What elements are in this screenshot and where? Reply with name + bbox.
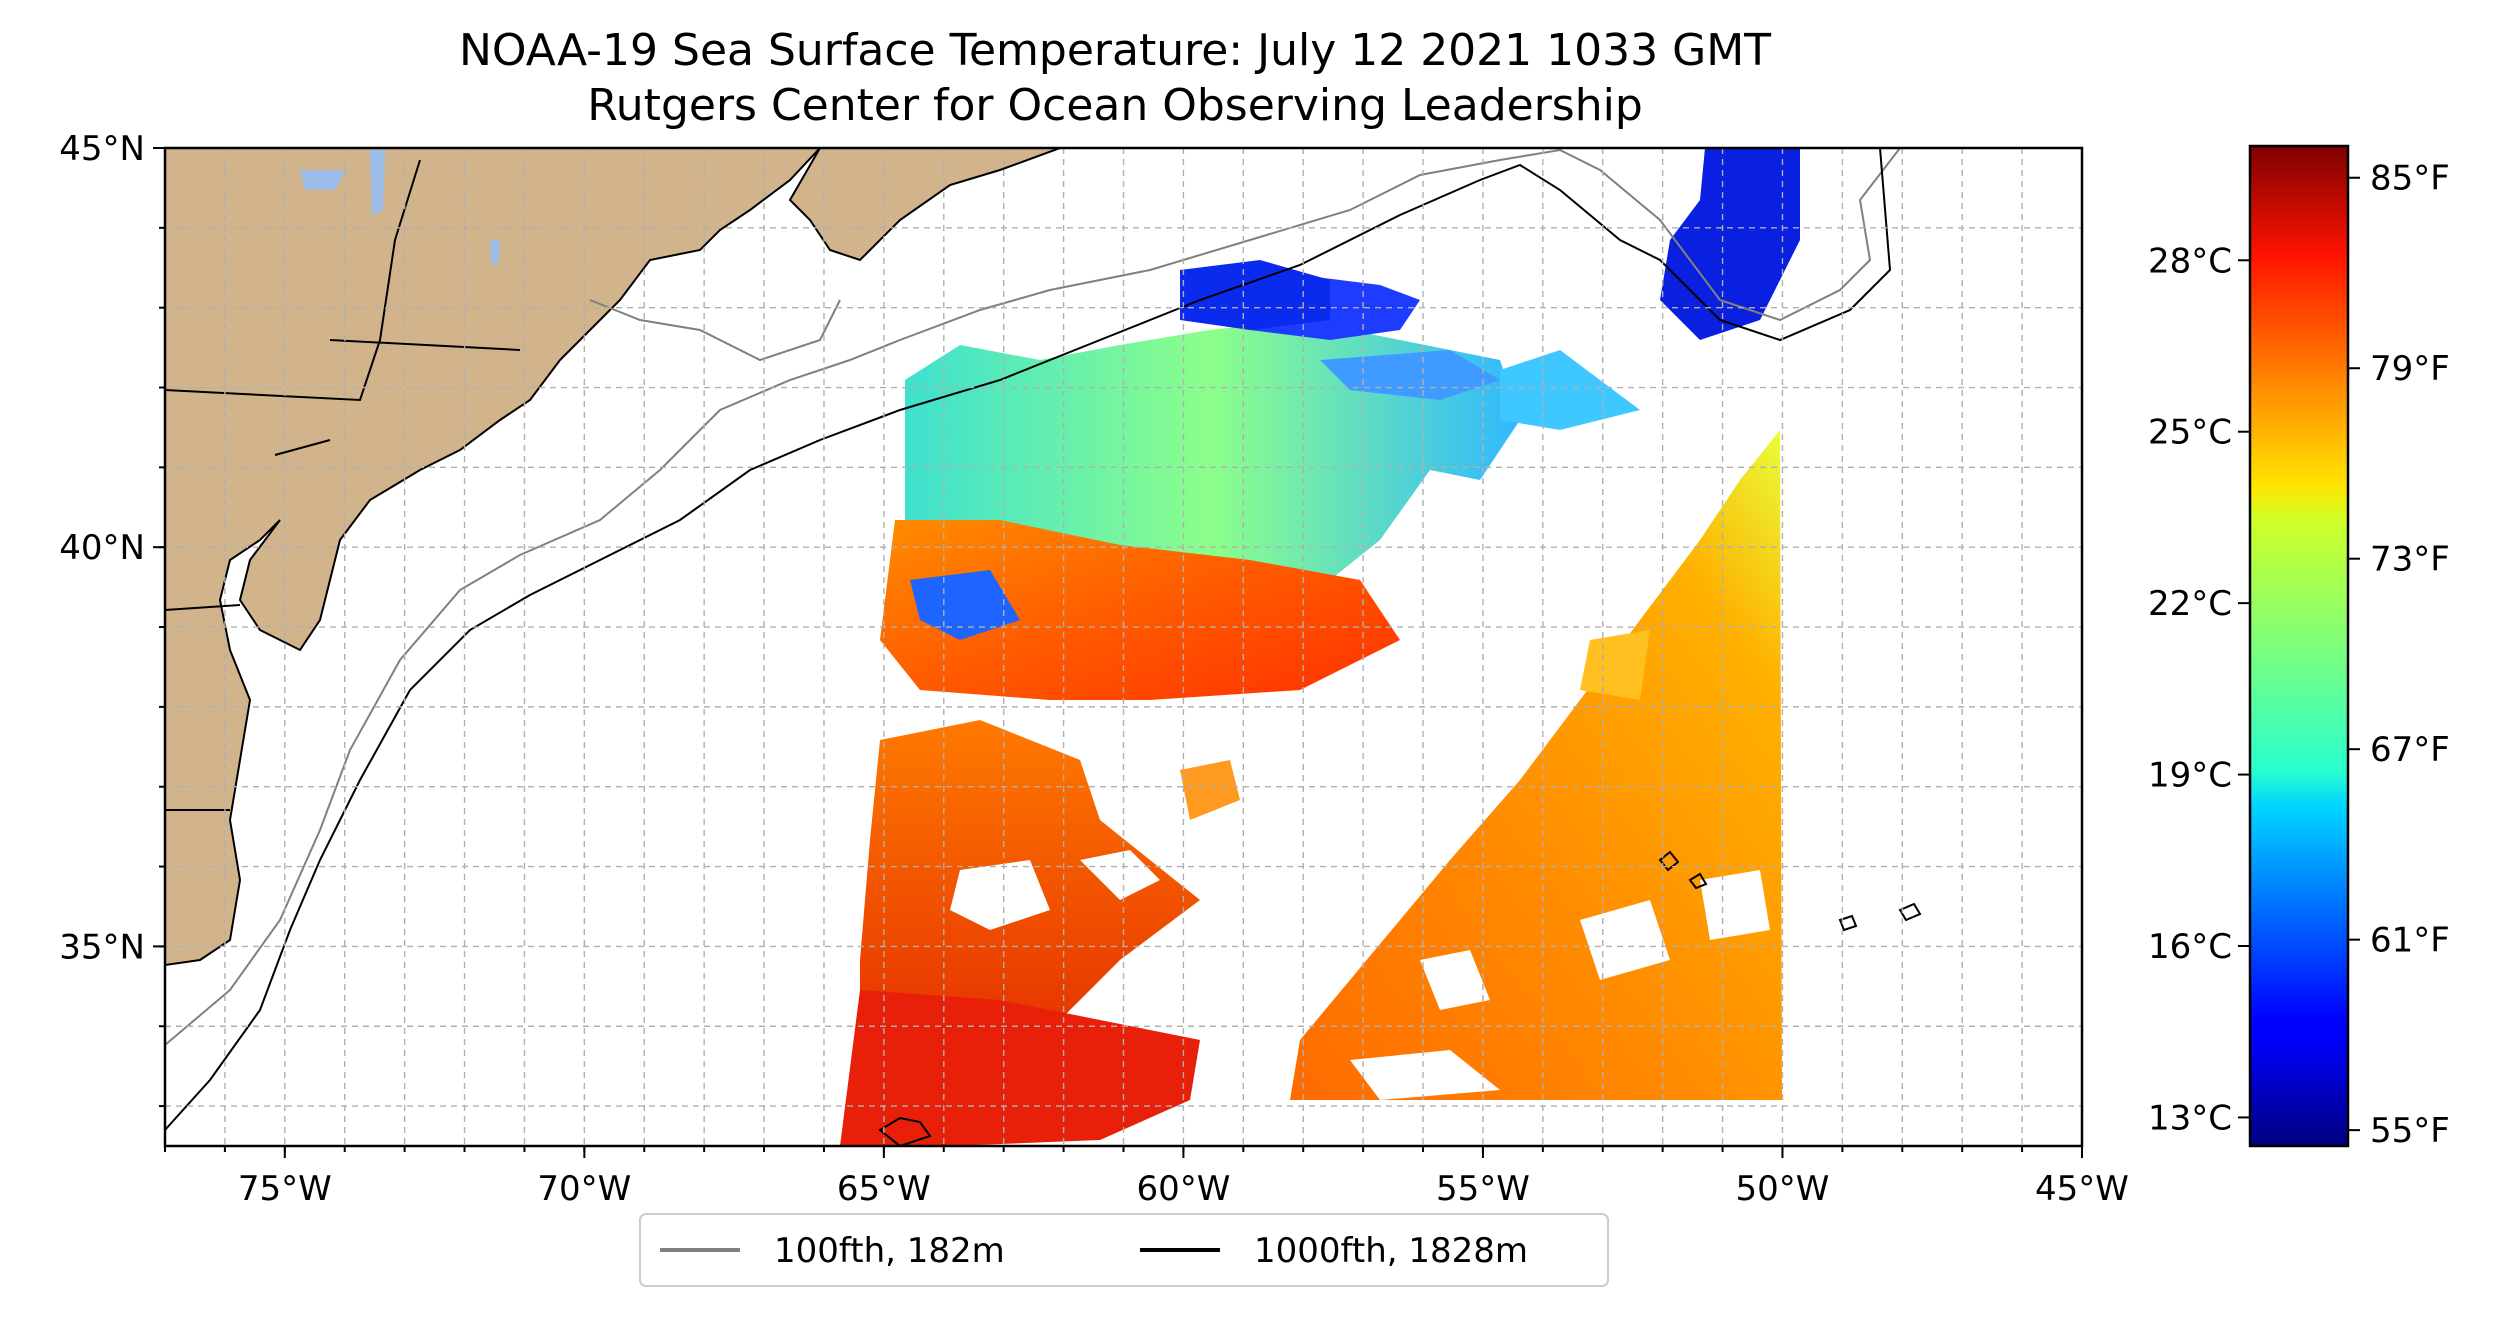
celsius-tick-label: 13°C	[2148, 1098, 2232, 1138]
lon-tick-label: 65°W	[837, 1169, 931, 1209]
longitude-axis: 75°W 70°W 65°W 60°W 55°W 50°W 45°W	[164, 1146, 2129, 1209]
fahrenheit-tick-label: 61°F	[2370, 921, 2450, 961]
lon-tick-label: 55°W	[1436, 1169, 1530, 1209]
lat-tick-label: 35°N	[59, 927, 145, 967]
fahrenheit-tick-label: 73°F	[2370, 540, 2450, 580]
isobath-100fth	[165, 148, 1901, 1046]
lat-tick-label: 45°N	[59, 129, 145, 169]
isobath-legend: 100fth, 182m 1000fth, 1828m	[639, 1213, 1609, 1287]
colorbar-celsius-ticks: 13°C 16°C 19°C 22°C 25°C 28°C	[2148, 241, 2250, 1138]
lat-tick-label: 40°N	[59, 528, 145, 568]
figure-subtitle: Rutgers Center for Ocean Observing Leade…	[587, 80, 1643, 131]
fahrenheit-tick-label: 85°F	[2370, 159, 2450, 199]
lon-tick-label: 60°W	[1136, 1169, 1230, 1209]
celsius-tick-label: 22°C	[2148, 584, 2232, 624]
legend-label-1000fth: 1000fth, 1828m	[1254, 1231, 1528, 1271]
colorbar-gradient	[2250, 146, 2348, 1146]
sst-imagery-north-cold	[1180, 148, 1800, 430]
lakes	[300, 150, 500, 265]
figure-title: NOAA-19 Sea Surface Temperature: July 12…	[459, 25, 1771, 76]
lon-tick-label: 50°W	[1736, 1169, 1830, 1209]
lon-tick-label: 75°W	[238, 1169, 332, 1209]
fahrenheit-tick-label: 79°F	[2370, 349, 2450, 389]
colorbar-fahrenheit-ticks: 55°F 61°F 67°F 73°F 79°F 85°F	[2348, 159, 2450, 1151]
colorbar: 13°C 16°C 19°C 22°C 25°C 28°C 55°F 61°F 67°F 73°…	[2148, 144, 2450, 1151]
celsius-tick-label: 19°C	[2148, 756, 2232, 796]
celsius-tick-label: 16°C	[2148, 927, 2232, 967]
fahrenheit-tick-label: 67°F	[2370, 730, 2450, 770]
latitude-axis: 45°N 40°N 35°N	[59, 129, 165, 1108]
lon-tick-label: 45°W	[2035, 1169, 2129, 1209]
legend-label-100fth: 100fth, 182m	[774, 1231, 1005, 1271]
lon-tick-label: 70°W	[537, 1169, 631, 1209]
celsius-tick-label: 28°C	[2148, 241, 2232, 281]
state-borders	[165, 159, 521, 811]
isobath-1000fth	[165, 148, 1922, 1146]
sst-imagery-west-swath	[840, 275, 1520, 1146]
fahrenheit-tick-label: 55°F	[2370, 1111, 2450, 1151]
map-plot-area	[165, 148, 2082, 1146]
colorbar-frame	[2248, 144, 2350, 1148]
land-areas	[165, 148, 1061, 967]
celsius-tick-label: 25°C	[2148, 413, 2232, 453]
map-gridlines	[165, 148, 2082, 1146]
legend-box	[639, 1213, 1609, 1287]
